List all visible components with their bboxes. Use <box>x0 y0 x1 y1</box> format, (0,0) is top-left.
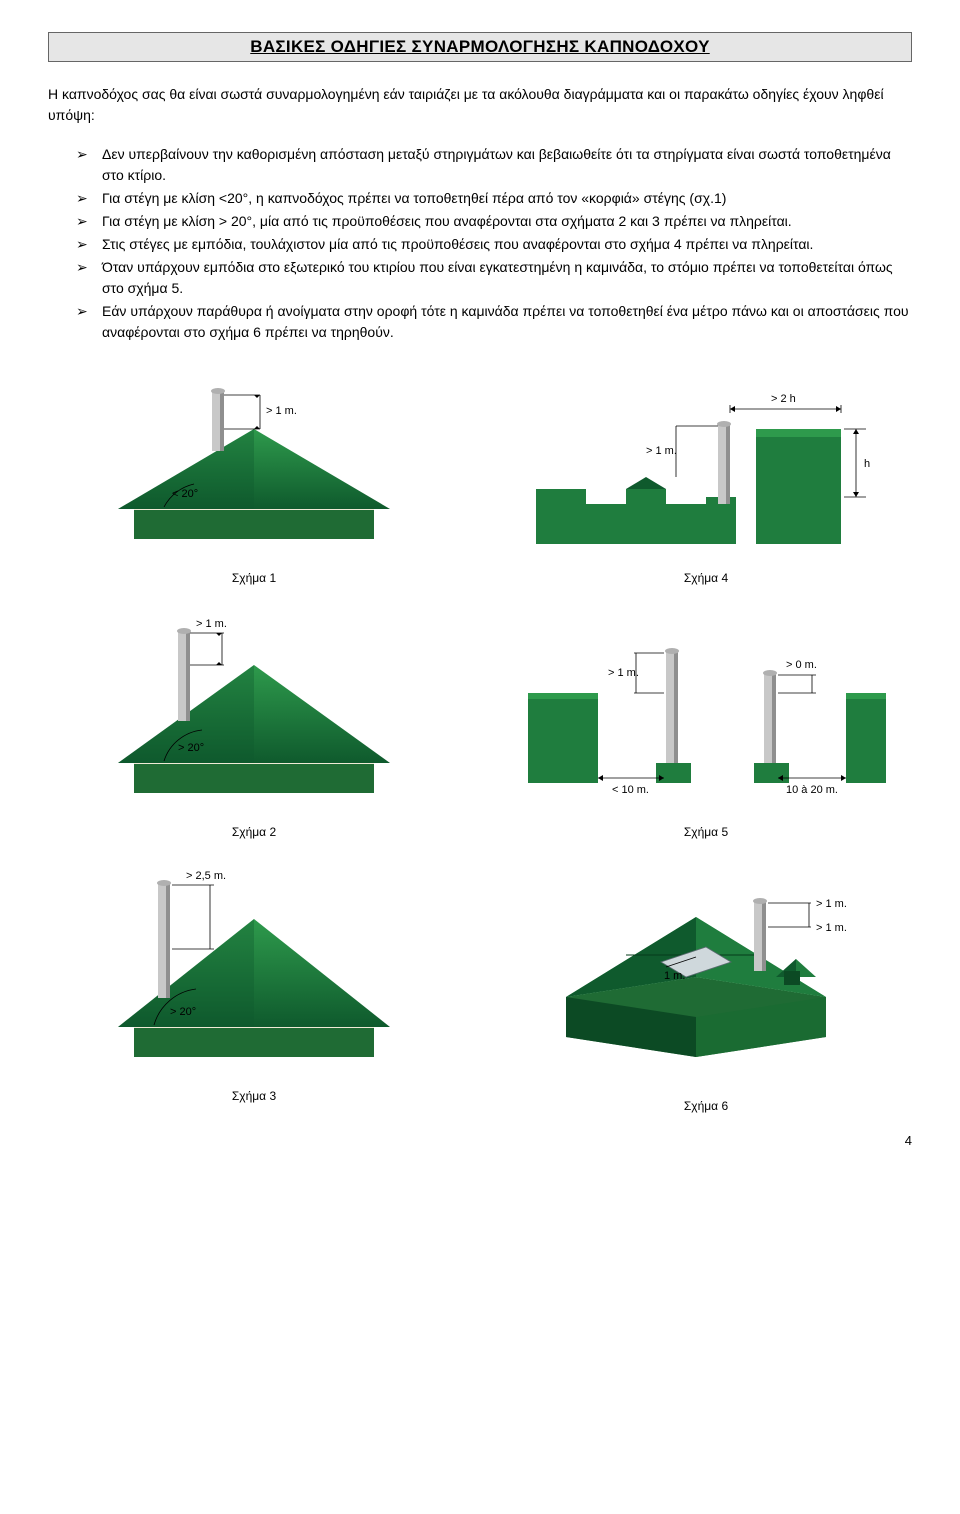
svg-text:< 10 m.: < 10 m. <box>612 784 649 796</box>
caption: Σχήμα 3 <box>232 1089 276 1103</box>
figure-3: > 2,5 m. > 20° Σχήμα 3 <box>48 867 460 1113</box>
caption: Σχήμα 6 <box>684 1099 728 1113</box>
figures-grid: > 1 m. < 20° Σχήμα 1 <box>48 369 912 1113</box>
svg-text:> 1 m.: > 1 m. <box>646 445 677 457</box>
svg-text:> 1 m.: > 1 m. <box>266 405 297 417</box>
svg-text:> 2,5 m.: > 2,5 m. <box>186 870 226 882</box>
bullet-item: Στις στέγες με εμπόδια, τουλάχιστον μία … <box>76 234 912 255</box>
bullet-item: Όταν υπάρχουν εμπόδια στο εξωτερικό του … <box>76 257 912 299</box>
figure-4: > 1 m. > 2 h h Σχήμα 4 <box>500 369 912 585</box>
bullet-item: Για στέγη με κλίση <20°, η καπνοδόχος πρ… <box>76 188 912 209</box>
svg-text:< 20°: < 20° <box>172 488 198 500</box>
svg-text:10 à 20 m.: 10 à 20 m. <box>786 784 838 796</box>
page-title: ΒΑΣΙΚΕΣ ΟΔΗΓΙΕΣ ΣΥΝΑΡΜΟΛΟΓΗΣΗΣ ΚΑΠΝΟΔΟΧΟ… <box>48 32 912 62</box>
page-number: 4 <box>48 1133 912 1148</box>
svg-text:> 1 m.: > 1 m. <box>196 618 227 630</box>
svg-text:> 20°: > 20° <box>178 742 204 754</box>
svg-text:> 1 m.: > 1 m. <box>816 922 847 934</box>
svg-text:1 m.: 1 m. <box>664 970 685 982</box>
caption: Σχήμα 2 <box>232 825 276 839</box>
bullet-list: Δεν υπερβαίνουν την καθορισμένη απόσταση… <box>48 144 912 343</box>
figure-6: > 1 m. > 1 m. 1 m. Σχήμα 6 <box>500 867 912 1113</box>
caption: Σχήμα 1 <box>232 571 276 585</box>
svg-text:h: h <box>864 458 870 470</box>
svg-text:> 2 h: > 2 h <box>771 393 796 405</box>
figure-2: > 1 m. > 20° Σχήμα 2 <box>48 613 460 839</box>
svg-text:> 0 m.: > 0 m. <box>786 659 817 671</box>
figure-1: > 1 m. < 20° Σχήμα 1 <box>48 369 460 585</box>
caption: Σχήμα 4 <box>684 571 728 585</box>
svg-text:> 1 m.: > 1 m. <box>816 898 847 910</box>
svg-text:> 1 m.: > 1 m. <box>608 667 639 679</box>
bullet-item: Εάν υπάρχουν παράθυρα ή ανοίγματα στην ο… <box>76 301 912 343</box>
bullet-item: Δεν υπερβαίνουν την καθορισμένη απόσταση… <box>76 144 912 186</box>
svg-text:> 20°: > 20° <box>170 1006 196 1018</box>
bullet-item: Για στέγη με κλίση > 20°, μία από τις πρ… <box>76 211 912 232</box>
figure-5: > 1 m. > 0 m. < 10 m. 10 à 20 m. Σχήμα 5 <box>500 613 912 839</box>
caption: Σχήμα 5 <box>684 825 728 839</box>
intro-text: Η καπνοδόχος σας θα είναι σωστά συναρμολ… <box>48 84 912 126</box>
